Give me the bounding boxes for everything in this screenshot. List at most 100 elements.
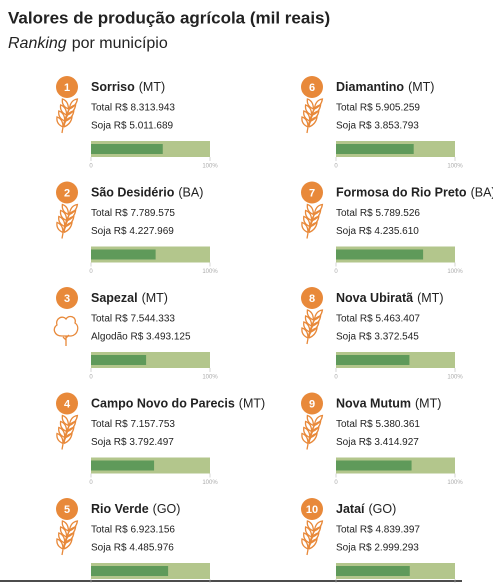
icon-leaf bbox=[58, 215, 66, 228]
municipality-name: Campo Novo do Parecis bbox=[91, 397, 235, 411]
icon-leaf bbox=[56, 116, 64, 128]
crop-icon bbox=[56, 203, 79, 239]
icon-leaf bbox=[59, 526, 68, 538]
bar bbox=[336, 249, 424, 260]
crop-icon bbox=[56, 414, 79, 450]
tick-label: 0 bbox=[89, 375, 93, 381]
municipality-name: Jataí bbox=[336, 502, 365, 516]
crop-value: Soja R$ 2.999.293 bbox=[336, 543, 419, 554]
tick-label: 100% bbox=[447, 375, 463, 381]
tick-label: 0 bbox=[334, 480, 338, 486]
total-value: Total R$ 7.789.575 bbox=[91, 208, 175, 219]
bar bbox=[91, 355, 147, 365]
total-value: Total R$ 4.839.397 bbox=[336, 525, 420, 536]
icon-crown bbox=[53, 315, 79, 337]
rank-badge bbox=[301, 287, 323, 309]
municipality: São Desidério (BA) bbox=[91, 186, 203, 200]
tick-label: 0 bbox=[89, 164, 93, 170]
icon-leaf bbox=[303, 215, 311, 228]
municipality-state: (BA) bbox=[178, 186, 203, 200]
rank-number: 5 bbox=[64, 504, 70, 516]
icon-leaf bbox=[301, 116, 309, 128]
icon-leaf bbox=[59, 209, 68, 222]
municipality-name: Sapezal bbox=[91, 291, 138, 305]
icon-leaf bbox=[313, 414, 324, 427]
bar bbox=[91, 144, 163, 154]
icon-leaf bbox=[58, 110, 66, 122]
icon-leaf bbox=[304, 209, 313, 222]
tick-label: 0 bbox=[334, 269, 338, 275]
icon-leaf bbox=[306, 98, 315, 110]
municipality-name: São Desidério bbox=[91, 186, 175, 200]
rank-number: 6 bbox=[309, 82, 315, 94]
bar bbox=[336, 355, 410, 365]
icon-leaf bbox=[306, 414, 315, 427]
icon-leaf bbox=[303, 426, 311, 439]
tick-label: 0 bbox=[89, 480, 93, 486]
icon-leaf bbox=[59, 420, 68, 433]
rank-badge bbox=[301, 76, 323, 98]
bar bbox=[91, 460, 155, 471]
icon-leaf bbox=[58, 532, 66, 544]
subtitle-em: Ranking bbox=[8, 35, 67, 52]
icon-leaf bbox=[61, 520, 70, 532]
municipality-state: (GO) bbox=[369, 502, 397, 516]
total-value: Total R$ 5.463.407 bbox=[336, 314, 420, 325]
crop-value: Algodão R$ 3.493.125 bbox=[91, 332, 191, 343]
municipality: Sapezal (MT) bbox=[91, 291, 168, 305]
municipality-name: Sorriso bbox=[91, 80, 135, 94]
icon-leaf bbox=[306, 520, 315, 532]
municipality-name: Diamantino bbox=[336, 80, 404, 94]
crop-icon bbox=[56, 520, 79, 556]
icon-leaf bbox=[68, 520, 79, 532]
icon-leaf bbox=[59, 104, 68, 116]
rank-number: 10 bbox=[306, 504, 318, 516]
icon-leaf bbox=[68, 98, 79, 110]
bar bbox=[336, 460, 412, 471]
icon-leaf bbox=[68, 203, 79, 216]
municipality: Sorriso (MT) bbox=[91, 80, 165, 94]
icon-leaf bbox=[68, 414, 79, 427]
municipality: Formosa do Rio Preto (BA) bbox=[336, 186, 493, 200]
icon-leaf bbox=[58, 426, 66, 439]
total-value: Total R$ 7.544.333 bbox=[91, 314, 175, 325]
rank-badge bbox=[56, 287, 78, 309]
icon-leaf bbox=[313, 520, 324, 532]
icon-leaf bbox=[304, 104, 313, 116]
tick-label: 100% bbox=[447, 164, 463, 170]
icon-leaf bbox=[301, 432, 309, 445]
icon-leaf bbox=[301, 221, 309, 234]
icon-leaf bbox=[303, 110, 311, 122]
icon-trunk bbox=[62, 334, 70, 346]
municipality-state: (BA) bbox=[471, 186, 493, 200]
crop-value: Soja R$ 4.235.610 bbox=[336, 226, 419, 237]
crop-value: Soja R$ 3.853.793 bbox=[336, 121, 419, 132]
municipality: Nova Ubiratã (MT) bbox=[336, 291, 443, 305]
icon-leaf bbox=[61, 414, 70, 427]
crop-value: Soja R$ 3.792.497 bbox=[91, 437, 174, 448]
crop-icon bbox=[53, 315, 79, 346]
municipality-state: (MT) bbox=[408, 80, 434, 94]
municipality-name: Rio Verde bbox=[91, 502, 149, 516]
rank-number: 3 bbox=[64, 293, 70, 305]
rank-badge bbox=[301, 498, 323, 520]
icon-leaf bbox=[303, 532, 311, 544]
bar bbox=[91, 566, 169, 576]
icon-leaf bbox=[301, 327, 309, 339]
icon-leaf bbox=[56, 221, 64, 234]
rank-badge bbox=[301, 392, 323, 415]
municipality: Diamantino (MT) bbox=[336, 80, 434, 94]
icon-leaf bbox=[313, 98, 324, 110]
rank-number: 2 bbox=[64, 187, 70, 199]
icon-leaf bbox=[301, 538, 309, 550]
tick-label: 100% bbox=[447, 269, 463, 275]
crop-value: Soja R$ 3.414.927 bbox=[336, 437, 419, 448]
total-value: Total R$ 7.157.753 bbox=[91, 419, 175, 430]
bar bbox=[91, 249, 156, 260]
icon-leaf bbox=[56, 432, 64, 445]
municipality-state: (GO) bbox=[153, 502, 181, 516]
tick-label: 0 bbox=[89, 269, 93, 275]
municipality-state: (MT) bbox=[239, 397, 265, 411]
bar bbox=[336, 566, 410, 576]
